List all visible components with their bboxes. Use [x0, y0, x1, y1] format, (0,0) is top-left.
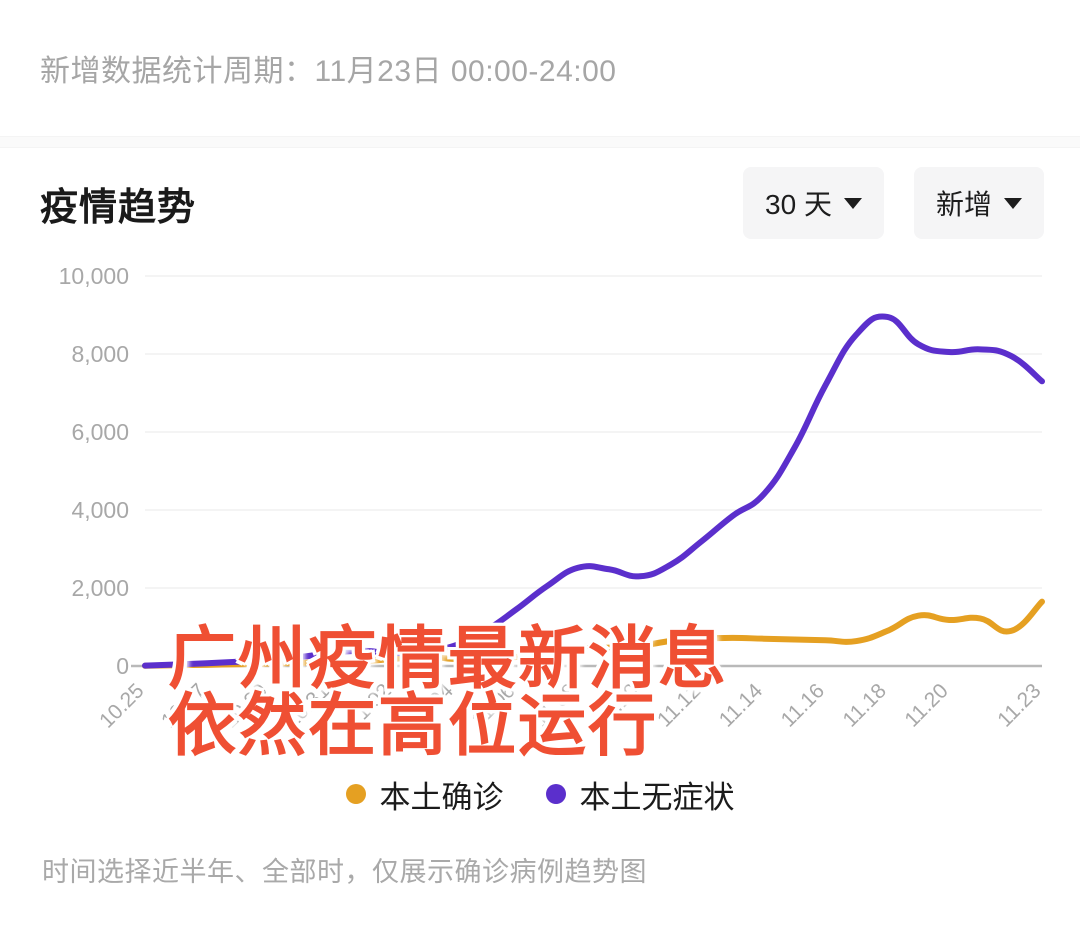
svg-text:8,000: 8,000 — [71, 341, 129, 367]
svg-text:6,000: 6,000 — [71, 419, 129, 445]
svg-text:11.08: 11.08 — [529, 679, 581, 731]
legend-item[interactable]: 本土确诊 — [345, 772, 504, 817]
legend-item-label: 本土无症状 — [579, 779, 735, 815]
trend-card: 疫情趋势 30 天 新增 0 2,000 4,000 6,000 8,000 10,000… — [0, 148, 1080, 824]
footer-note: 时间选择近半年、全部时，仅展示确诊病例趋势图 — [42, 857, 647, 887]
svg-text:11.06: 11.06 — [467, 679, 519, 731]
metric-selector-button[interactable]: 新增 — [913, 167, 1044, 239]
svg-text:10.29: 10.29 — [219, 679, 272, 732]
legend-item[interactable]: 本土无症状 — [545, 772, 735, 817]
legend-color-dot-icon — [345, 784, 366, 804]
svg-text:11.20: 11.20 — [900, 679, 952, 731]
section-divider — [0, 136, 1080, 148]
svg-text:11.04: 11.04 — [406, 679, 459, 732]
svg-text:11.14: 11.14 — [715, 679, 768, 732]
chevron-down-icon — [1004, 197, 1022, 209]
chart-legend: 本土确诊 本土无症状 — [20, 764, 1060, 824]
metric-selector-label: 新增 — [935, 189, 992, 220]
range-selector-label: 30 天 — [765, 189, 832, 220]
svg-text:10.31: 10.31 — [281, 679, 334, 732]
chevron-down-icon — [843, 197, 862, 209]
card-header: 疫情趋势 30 天 新增 — [20, 148, 1060, 258]
svg-text:10.25: 10.25 — [95, 679, 148, 732]
page-title: 疫情趋势 — [40, 186, 197, 229]
legend-color-dot-icon — [545, 784, 566, 804]
period-bar: 新增数据统计周期：11月23日 00:00-24:00 — [0, 0, 1080, 136]
svg-text:11.12: 11.12 — [653, 679, 705, 731]
svg-text:4,000: 4,000 — [71, 497, 129, 523]
svg-text:11.16: 11.16 — [777, 679, 829, 731]
svg-text:0: 0 — [116, 653, 129, 679]
range-selector-button[interactable]: 30 天 — [743, 167, 884, 239]
chart-series-lines — [142, 313, 1045, 669]
svg-text:11.23: 11.23 — [993, 679, 1045, 731]
period-text: 新增数据统计周期：11月23日 00:00-24:00 — [40, 55, 617, 88]
legend-item-label: 本土确诊 — [379, 779, 504, 815]
svg-text:10.27: 10.27 — [157, 679, 210, 732]
svg-text:11.10: 11.10 — [591, 679, 643, 731]
trend-chart[interactable]: 0 2,000 4,000 6,000 8,000 10,000 10.25 10.27 10… — [20, 258, 1060, 759]
chart-y-axis-labels: 0 2,000 4,000 6,000 8,000 10,000 — [59, 263, 129, 679]
svg-text:10,000: 10,000 — [59, 263, 129, 289]
svg-text:11.02: 11.02 — [344, 679, 396, 731]
chart-gridlines — [145, 275, 1042, 589]
chart-x-axis-labels: 10.25 10.27 10.29 10.31 11.02 11.04 11.06 11.08… — [95, 679, 1045, 733]
header-controls: 30 天 新增 — [743, 167, 1044, 239]
svg-text:11.18: 11.18 — [839, 679, 891, 731]
svg-text:2,000: 2,000 — [71, 575, 129, 601]
